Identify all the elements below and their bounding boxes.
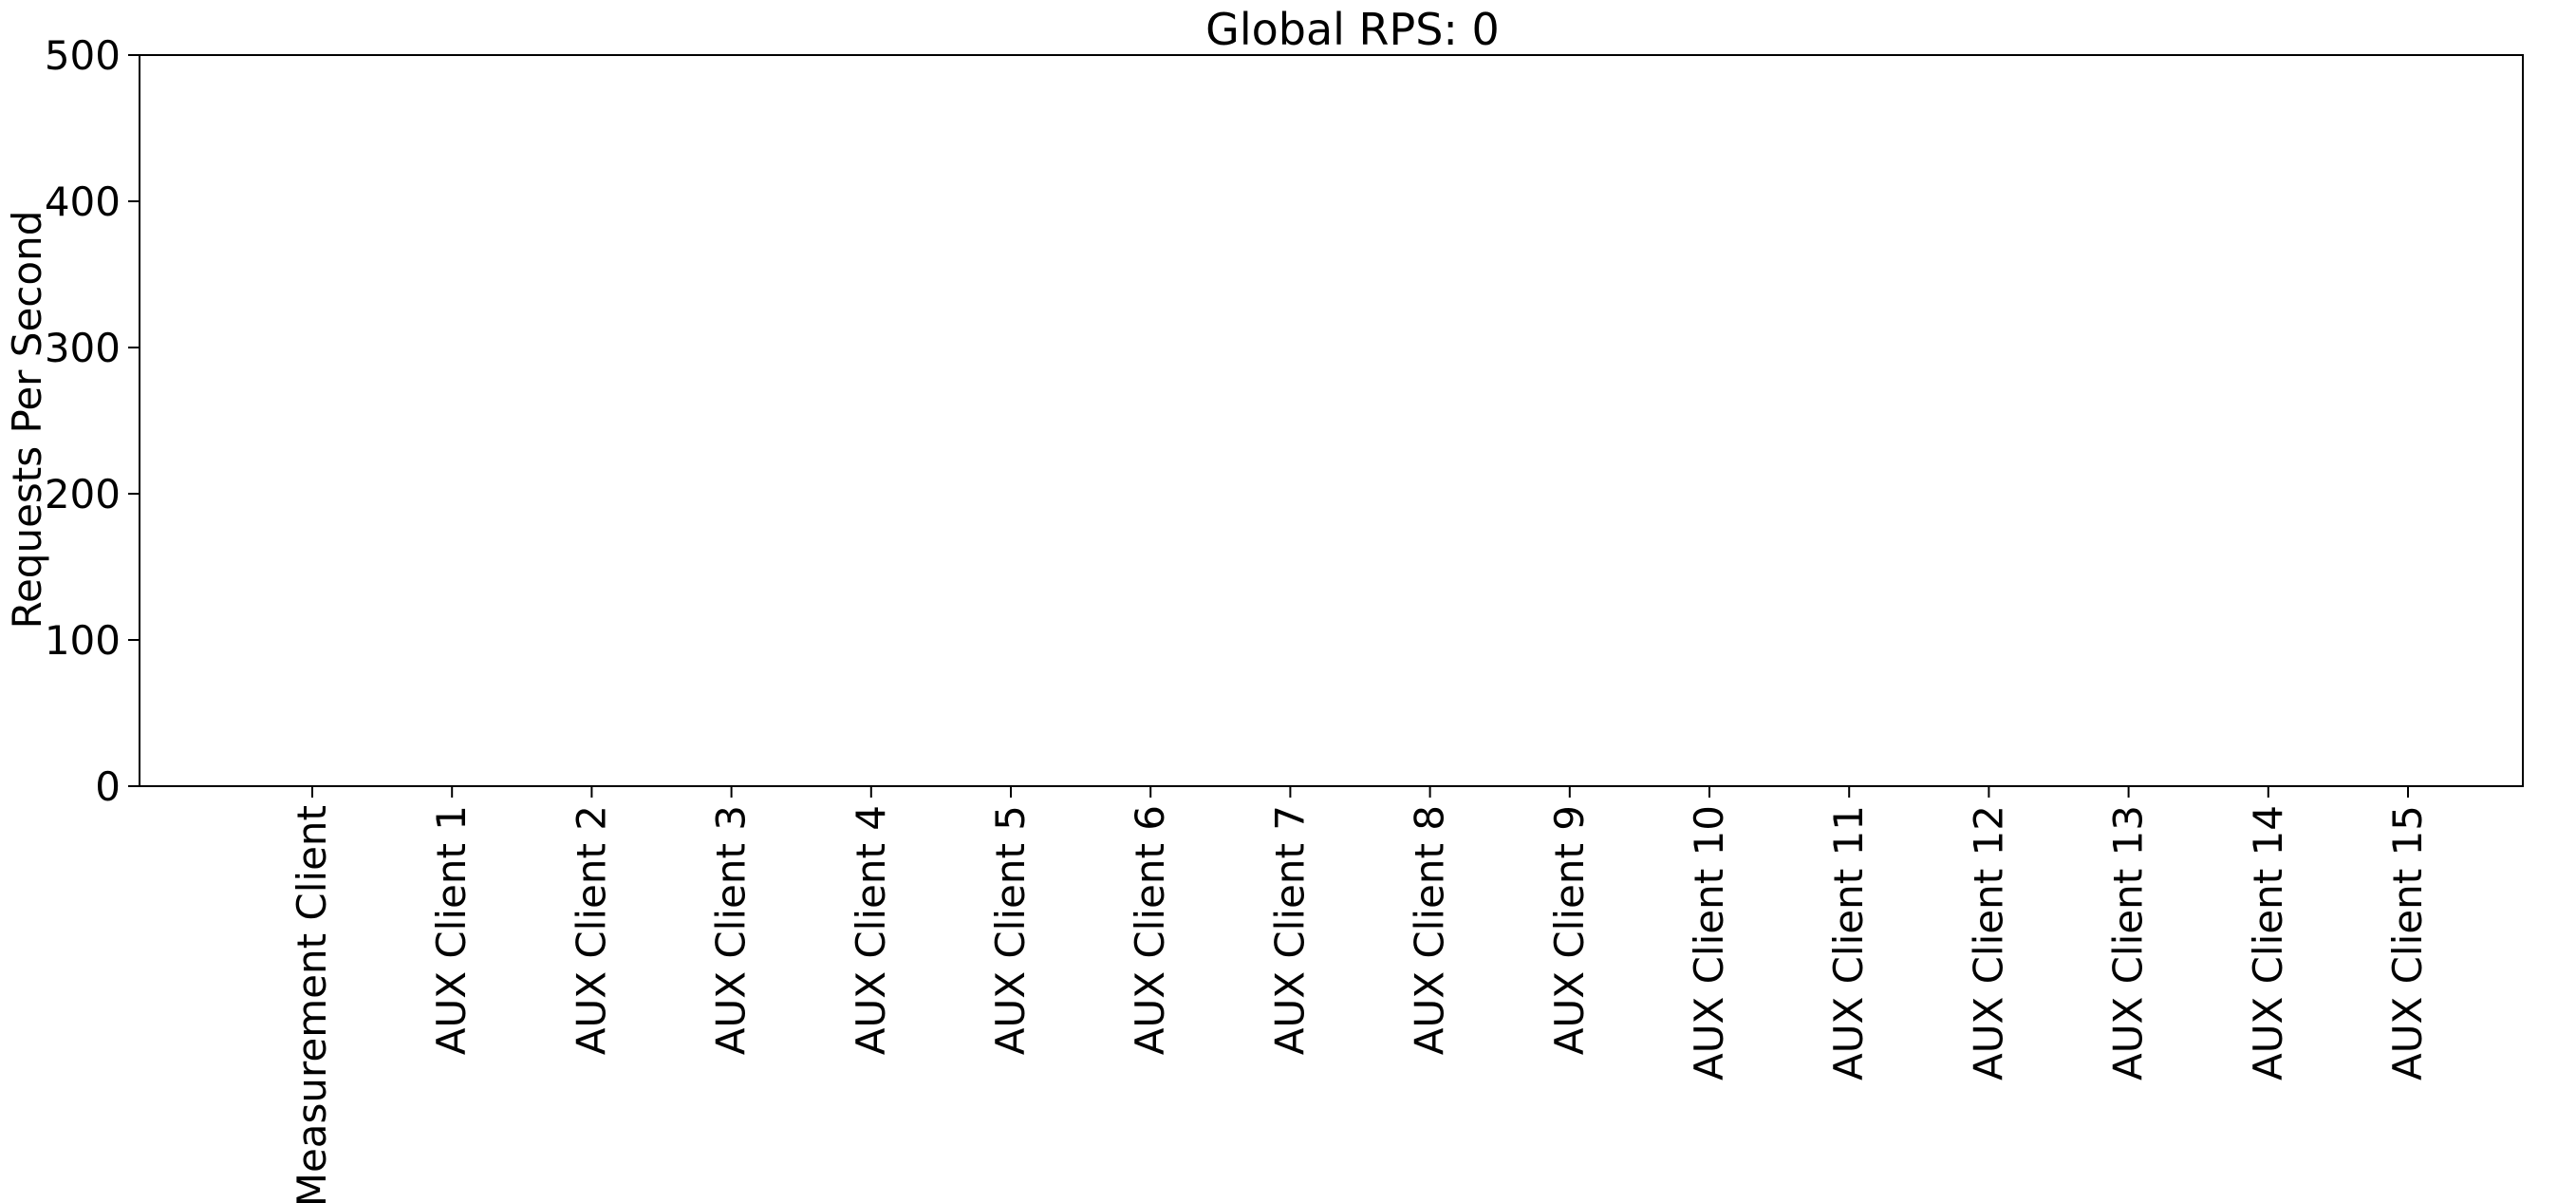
y-tick-label: 200 [45, 471, 121, 517]
y-tick-label: 400 [45, 179, 121, 225]
x-tick-label: AUX Client 1 [428, 805, 475, 1055]
plot-frame [139, 54, 2524, 787]
x-tick-label: AUX Client 14 [2245, 805, 2291, 1081]
x-tick-label: AUX Client 7 [1266, 805, 1313, 1055]
x-tick-label: AUX Client 6 [1127, 805, 1173, 1055]
chart-title: Global RPS: 0 [1205, 4, 1500, 55]
x-axis-ticks: Measurement Client AUX Client 1 AUX Client… [289, 786, 2431, 1203]
y-tick-label: 300 [45, 325, 121, 371]
x-tick-label: AUX Client 11 [1825, 805, 1872, 1081]
x-tick-label: AUX Client 8 [1407, 805, 1453, 1055]
x-tick-label: AUX Client 4 [848, 805, 894, 1055]
y-axis-ticks: 0 100 200 300 400 500 [45, 32, 140, 810]
y-tick-label: 100 [45, 617, 121, 664]
x-tick-label: AUX Client 2 [568, 805, 614, 1055]
x-tick-label: AUX Client 13 [2105, 805, 2152, 1081]
x-tick-label: AUX Client 10 [1686, 805, 1732, 1081]
y-axis-label: Requests Per Second [4, 211, 50, 630]
y-tick-label: 0 [95, 763, 121, 810]
x-tick-label: AUX Client 9 [1546, 805, 1593, 1055]
x-tick-label: AUX Client 15 [2384, 805, 2431, 1081]
x-tick-label: AUX Client 5 [987, 805, 1034, 1055]
y-tick-label: 500 [45, 32, 121, 79]
x-tick-label: AUX Client 12 [1965, 805, 2011, 1081]
plot-area [139, 54, 2524, 787]
x-tick-label: Measurement Client [289, 805, 335, 1203]
x-tick-label: AUX Client 3 [708, 805, 755, 1055]
